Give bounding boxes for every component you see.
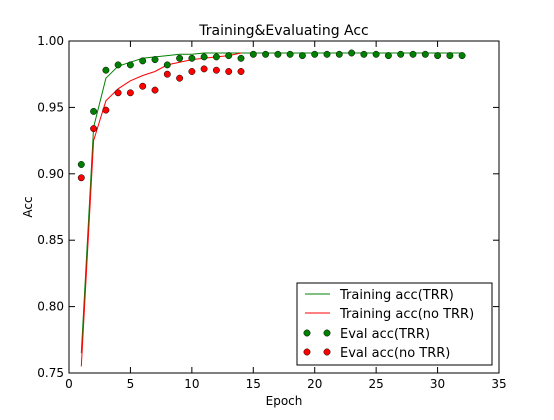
series-point-2 (335, 50, 343, 58)
series-point-2 (151, 56, 159, 64)
legend: Training acc(TRR) Training acc(no TRR) E… (296, 282, 493, 366)
series-point-3 (102, 106, 110, 114)
series-point-2 (286, 50, 294, 58)
series-point-2 (163, 61, 171, 69)
series-point-3 (237, 68, 245, 75)
x-axis-label: Epoch (266, 394, 303, 408)
series-point-3 (77, 174, 85, 182)
legend-marker-eval-trr-b (323, 329, 331, 337)
series-point-2 (434, 52, 442, 60)
legend-marker-eval-no-trr-a (303, 348, 311, 356)
series-point-3 (176, 74, 184, 82)
series-point-2 (298, 52, 306, 60)
series-point-2 (90, 107, 98, 115)
x-tick-label: 0 (65, 377, 73, 391)
series-point-2 (200, 53, 208, 61)
series-point-3 (188, 68, 196, 75)
series-point-2 (262, 50, 270, 58)
legend-label-training-no-trr: Training acc(no TRR) (339, 307, 474, 322)
series-point-2 (237, 54, 245, 62)
legend-marker-eval-trr-a (303, 329, 311, 337)
series-point-2 (446, 52, 454, 60)
x-tick-label: 10 (184, 377, 199, 391)
legend-marker-eval-no-trr-b (323, 348, 331, 356)
legend-label-eval-no-trr: Eval acc(no TRR) (340, 346, 450, 361)
series-point-2 (139, 57, 147, 65)
series-point-2 (372, 50, 380, 58)
y-tick-label: 0.85 (37, 233, 64, 247)
y-tick-label: 0.75 (37, 366, 64, 380)
series-point-3 (225, 68, 233, 75)
series-point-2 (77, 161, 85, 168)
series-point-2 (323, 50, 331, 58)
x-tick-label: 15 (246, 377, 261, 391)
series-point-3 (200, 65, 208, 73)
series-point-3 (126, 89, 134, 97)
series-point-2 (114, 61, 122, 69)
series-point-2 (397, 50, 405, 58)
series-point-3 (139, 82, 147, 90)
x-tick-label: 35 (491, 377, 506, 391)
legend-label-training-trr: Training acc(TRR) (339, 288, 454, 303)
series-point-2 (225, 52, 233, 60)
y-tick-label: 0.95 (37, 100, 64, 114)
y-axis-label: Acc (21, 196, 35, 217)
series-point-2 (458, 52, 466, 60)
series-point-2 (274, 50, 282, 58)
series-point-3 (90, 125, 98, 133)
x-tick-label: 30 (430, 377, 445, 391)
data-layer (77, 49, 466, 367)
series-point-2 (176, 54, 184, 62)
x-tick-label: 20 (307, 377, 322, 391)
series-point-2 (102, 66, 110, 74)
series-point-2 (126, 61, 134, 69)
y-tick-label: 0.90 (37, 167, 64, 181)
series-point-3 (114, 89, 122, 97)
x-tick-label: 5 (127, 377, 135, 391)
series-point-2 (384, 52, 392, 60)
series-point-3 (212, 66, 220, 74)
y-tick-label: 0.80 (37, 300, 64, 314)
series-point-2 (311, 50, 319, 58)
series-point-2 (188, 54, 196, 62)
ticks-layer: 0 5 10 15 20 25 30 35 0.75 0.80 0.85 0.90 0.95 1.00 (37, 34, 506, 391)
series-point-3 (163, 70, 171, 78)
series-point-2 (409, 50, 417, 58)
y-tick-label: 1.00 (37, 34, 64, 48)
series-point-2 (421, 50, 429, 58)
series-point-2 (249, 50, 257, 58)
legend-label-eval-trr: Eval acc(TRR) (340, 327, 430, 342)
series-point-2 (212, 53, 220, 61)
series-point-2 (360, 50, 368, 58)
chart-title: Training&Evaluating Acc (198, 23, 369, 39)
series-point-3 (151, 86, 159, 94)
x-tick-label: 25 (369, 377, 384, 391)
series-point-2 (348, 49, 356, 57)
